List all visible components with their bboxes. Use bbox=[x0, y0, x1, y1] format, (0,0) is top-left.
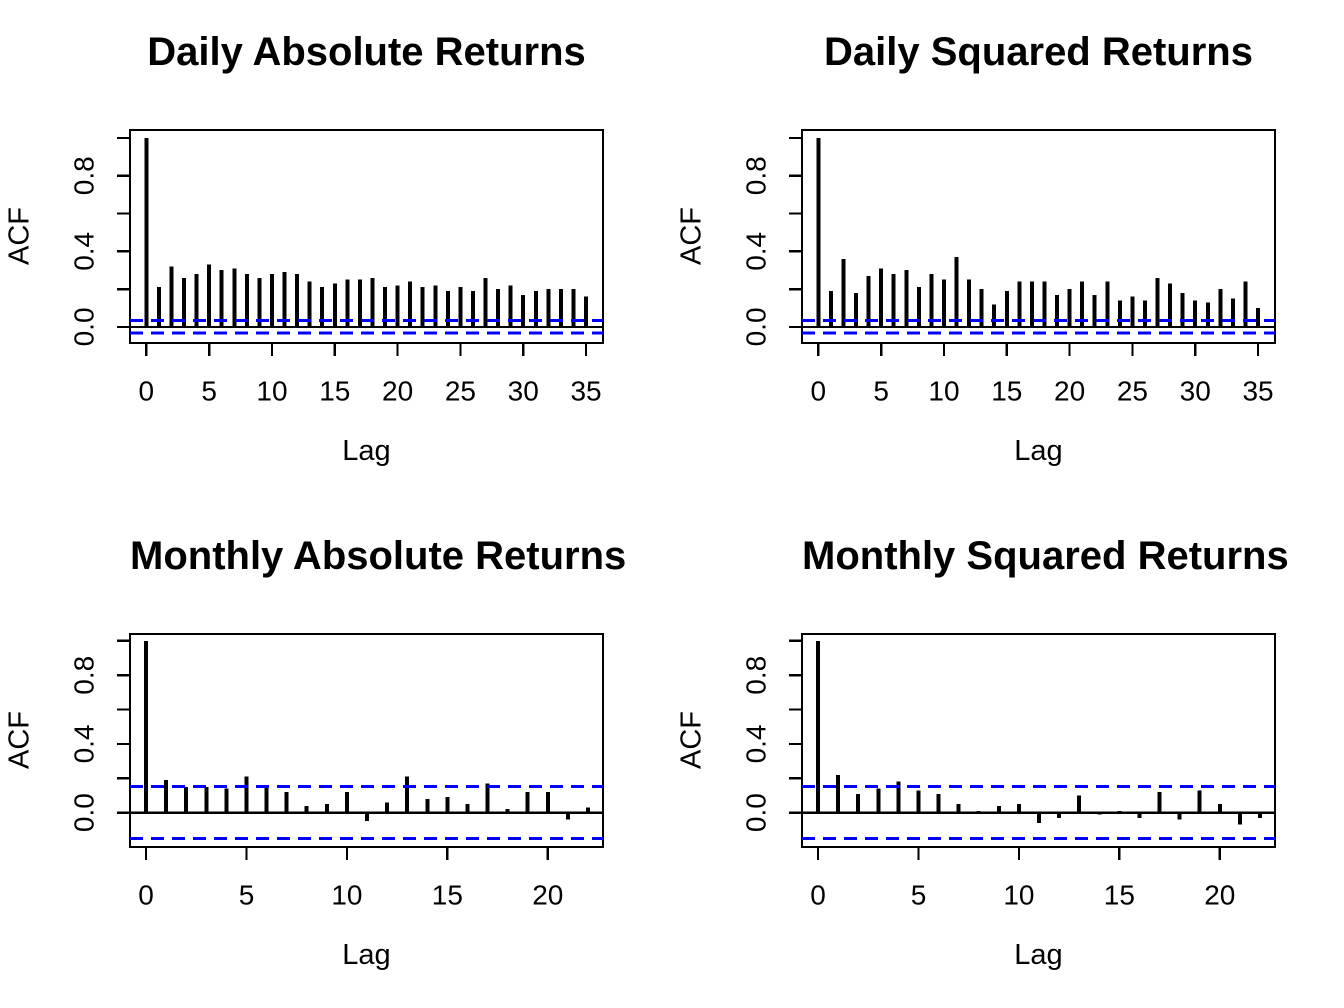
svg-text:15: 15 bbox=[319, 376, 350, 407]
svg-text:15: 15 bbox=[991, 376, 1022, 407]
svg-text:20: 20 bbox=[1204, 880, 1235, 911]
y-axis-label: ACF bbox=[675, 207, 708, 265]
svg-text:0.8: 0.8 bbox=[69, 656, 100, 695]
svg-text:5: 5 bbox=[201, 376, 217, 407]
panel-daily-absolute-returns: 0.0 0.4 0.8 0 5 10 15 20 25 30 35 Daily Absolute R… bbox=[0, 0, 672, 504]
panel-daily-squared-returns: 0.0 0.4 0.8 0 5 10 15 20 25 30 35 Daily Squared Re… bbox=[672, 0, 1344, 504]
chart-title: Monthly Squared Returns bbox=[802, 534, 1289, 578]
acf-chart-daily-squared: 0.0 0.4 0.8 0 5 10 15 20 25 30 35 bbox=[741, 128, 1277, 407]
svg-text:0.0: 0.0 bbox=[741, 793, 772, 832]
svg-text:0: 0 bbox=[810, 880, 826, 911]
svg-text:15: 15 bbox=[432, 880, 463, 911]
svg-text:5: 5 bbox=[239, 880, 255, 911]
svg-text:25: 25 bbox=[445, 376, 476, 407]
svg-text:0: 0 bbox=[139, 376, 155, 407]
svg-text:0: 0 bbox=[138, 880, 154, 911]
svg-text:0.4: 0.4 bbox=[69, 232, 100, 271]
svg-text:10: 10 bbox=[331, 880, 362, 911]
svg-text:0: 0 bbox=[811, 376, 827, 407]
svg-text:10: 10 bbox=[1003, 880, 1034, 911]
chart-title: Monthly Absolute Returns bbox=[130, 534, 627, 578]
panel-monthly-squared-returns: 0.0 0.4 0.8 0 5 10 15 20 Monthly Squared Return… bbox=[672, 504, 1344, 1008]
chart-title: Daily Squared Returns bbox=[823, 30, 1253, 74]
svg-text:0.4: 0.4 bbox=[741, 232, 772, 271]
svg-text:0.0: 0.0 bbox=[69, 307, 100, 346]
svg-text:5: 5 bbox=[911, 880, 927, 911]
svg-text:30: 30 bbox=[508, 376, 539, 407]
y-axis-label: ACF bbox=[675, 711, 708, 769]
svg-text:25: 25 bbox=[1117, 376, 1148, 407]
acf-chart-monthly-squared: 0.0 0.4 0.8 0 5 10 15 20 bbox=[741, 632, 1277, 911]
x-axis-label: Lag bbox=[342, 939, 391, 971]
y-axis-label: ACF bbox=[3, 711, 36, 769]
svg-text:30: 30 bbox=[1180, 376, 1211, 407]
svg-text:0.4: 0.4 bbox=[741, 724, 772, 763]
x-axis-label: Lag bbox=[342, 435, 391, 467]
panel-monthly-absolute-returns: 0.0 0.4 0.8 0 5 10 15 20 Monthly Absolute Retur… bbox=[0, 504, 672, 1008]
svg-text:0.8: 0.8 bbox=[69, 156, 100, 195]
svg-text:0.8: 0.8 bbox=[741, 656, 772, 695]
svg-text:15: 15 bbox=[1104, 880, 1135, 911]
svg-text:10: 10 bbox=[256, 376, 287, 407]
svg-text:35: 35 bbox=[570, 376, 601, 407]
svg-text:10: 10 bbox=[928, 376, 959, 407]
y-axis-label: ACF bbox=[3, 207, 36, 265]
svg-text:20: 20 bbox=[532, 880, 563, 911]
svg-text:0.0: 0.0 bbox=[741, 307, 772, 346]
chart-title: Daily Absolute Returns bbox=[147, 30, 586, 74]
svg-text:0.0: 0.0 bbox=[69, 793, 100, 832]
svg-text:20: 20 bbox=[1054, 376, 1085, 407]
acf-chart-monthly-absolute: 0.0 0.4 0.8 0 5 10 15 20 bbox=[69, 632, 605, 911]
svg-text:35: 35 bbox=[1242, 376, 1273, 407]
svg-text:5: 5 bbox=[873, 376, 889, 407]
x-axis-label: Lag bbox=[1014, 939, 1063, 971]
svg-text:20: 20 bbox=[382, 376, 413, 407]
svg-text:0.4: 0.4 bbox=[69, 724, 100, 763]
x-axis-label: Lag bbox=[1014, 435, 1063, 467]
svg-text:0.8: 0.8 bbox=[741, 156, 772, 195]
acf-chart-daily-absolute: 0.0 0.4 0.8 0 5 10 15 20 25 30 35 bbox=[69, 128, 605, 407]
